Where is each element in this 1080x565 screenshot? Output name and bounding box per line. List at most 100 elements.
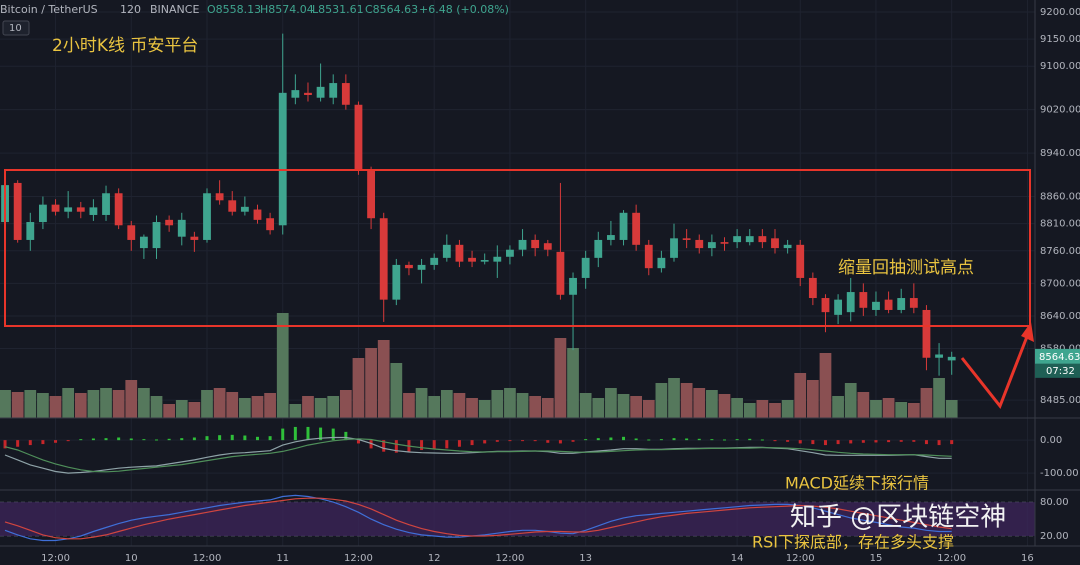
- macd-histogram-bar: [861, 440, 865, 443]
- volume-bar: [276, 313, 289, 418]
- macd-histogram-bar: [811, 440, 815, 445]
- y-tick-label: 20.00: [1040, 531, 1069, 542]
- volume-bar: [49, 396, 62, 418]
- volume-bar: [617, 394, 630, 418]
- volume-bar: [175, 400, 188, 418]
- candle-body: [720, 242, 729, 244]
- y-tick-label: 9020.00: [1040, 105, 1080, 116]
- candle-body: [379, 218, 388, 300]
- volume-bar: [857, 392, 870, 418]
- high-value: H8574.04: [260, 3, 314, 16]
- candle-body: [177, 219, 186, 237]
- macd-histogram-bar: [281, 428, 285, 441]
- volume-bar: [125, 380, 138, 418]
- macd-histogram-bar: [369, 440, 373, 449]
- macd-histogram-bar: [723, 439, 726, 441]
- macd-histogram-bar: [331, 428, 335, 441]
- candle-body: [884, 299, 893, 310]
- volume-bar: [264, 393, 276, 418]
- candle-body: [771, 238, 779, 249]
- macd-histogram-bar: [798, 440, 802, 444]
- volume-bar: [882, 398, 895, 418]
- macd-histogram-bar: [117, 437, 121, 441]
- macd-histogram-bar: [205, 436, 209, 441]
- axes: 12:00 10 12:00 11 12:00 12 12:00 13 14 12:00 15 12:…: [41, 7, 1080, 564]
- macd-histogram-bar: [659, 439, 663, 441]
- countdown-tag: [1035, 363, 1080, 378]
- volume-bar: [706, 390, 718, 418]
- candle-body: [203, 193, 211, 240]
- macd-histogram-bar: [155, 439, 159, 441]
- candle-body: [644, 244, 653, 269]
- candle-body: [569, 277, 577, 295]
- volume-bar: [743, 403, 756, 418]
- volume-bar: [251, 396, 264, 418]
- volume-bar: [933, 378, 945, 418]
- volume-bar: [62, 388, 75, 418]
- macd-histogram-bar: [230, 434, 234, 441]
- volume-bar: [37, 393, 49, 418]
- candle-body: [480, 260, 489, 262]
- range-box: [4, 169, 1031, 327]
- candle-body: [834, 299, 843, 315]
- macd-histogram-bar: [823, 440, 827, 446]
- macd-histogram-bar: [54, 440, 58, 443]
- collapse-button[interactable]: [2, 20, 30, 36]
- x-tick-label: 10: [125, 553, 138, 564]
- macd-histogram-bar: [748, 438, 752, 441]
- candle-body: [859, 292, 868, 308]
- x-tick-label: 15: [870, 553, 883, 564]
- volume-bar: [415, 388, 428, 418]
- volume-bar: [403, 393, 415, 418]
- candle-body: [139, 236, 148, 249]
- open-value: O8558.13: [207, 3, 261, 16]
- candle-body: [127, 225, 136, 240]
- candle-body: [821, 298, 830, 313]
- candle-body: [278, 92, 287, 226]
- price-tag: [1035, 348, 1080, 364]
- volume-bar: [112, 390, 125, 418]
- candle-body: [670, 238, 678, 258]
- candle-body: [13, 182, 22, 240]
- macd-histogram-bar: [571, 440, 575, 442]
- macd-histogram-bar: [773, 440, 777, 442]
- x-tick-label: 12:00: [937, 553, 966, 564]
- macd-histogram-bar: [445, 440, 449, 449]
- x-tick-label: 12:00: [41, 553, 70, 564]
- macd-histogram-bar: [243, 435, 247, 441]
- candle-body: [796, 244, 805, 278]
- macd-histogram-bar: [495, 440, 499, 442]
- volume-bar: [945, 400, 958, 418]
- candle-body: [392, 264, 401, 300]
- y-tick-label: 8640.00: [1040, 311, 1080, 322]
- macd-histogram-bar: [521, 440, 525, 442]
- x-tick-label: 14: [731, 553, 744, 564]
- macd-histogram-bar: [268, 436, 272, 441]
- volume-bar: [756, 400, 769, 418]
- y-tick-label: 8760.00: [1040, 246, 1080, 257]
- arrow-head: [1021, 322, 1034, 342]
- macd-histogram-bar: [584, 439, 588, 441]
- exchange: BINANCE: [150, 3, 199, 16]
- volume-bar: [377, 340, 390, 418]
- volume-bar: [844, 383, 857, 418]
- candle-body: [341, 83, 350, 105]
- volume-bar: [289, 404, 302, 418]
- macd-histogram-bar: [79, 439, 83, 441]
- collapse-count: 10: [9, 23, 22, 34]
- candle-body: [89, 207, 98, 215]
- candle-body: [657, 257, 666, 269]
- annotation: 缩量回抽测试高点: [838, 258, 974, 278]
- volume-bar: [769, 403, 781, 418]
- volume-bar: [491, 390, 504, 418]
- candle-body: [228, 200, 237, 212]
- volume-bar: [390, 363, 403, 418]
- macd-histogram-bar: [180, 438, 184, 441]
- macd-histogram-bar: [457, 440, 461, 447]
- watermark: 知乎 @区块链空神: [790, 503, 1006, 533]
- volume-bar: [870, 400, 882, 418]
- annotation: RSI下探底部，存在多头支撑: [752, 533, 954, 552]
- volume-bar: [138, 388, 150, 418]
- x-tick-label: 13: [579, 553, 592, 564]
- y-tick-label: 80.00: [1040, 497, 1069, 508]
